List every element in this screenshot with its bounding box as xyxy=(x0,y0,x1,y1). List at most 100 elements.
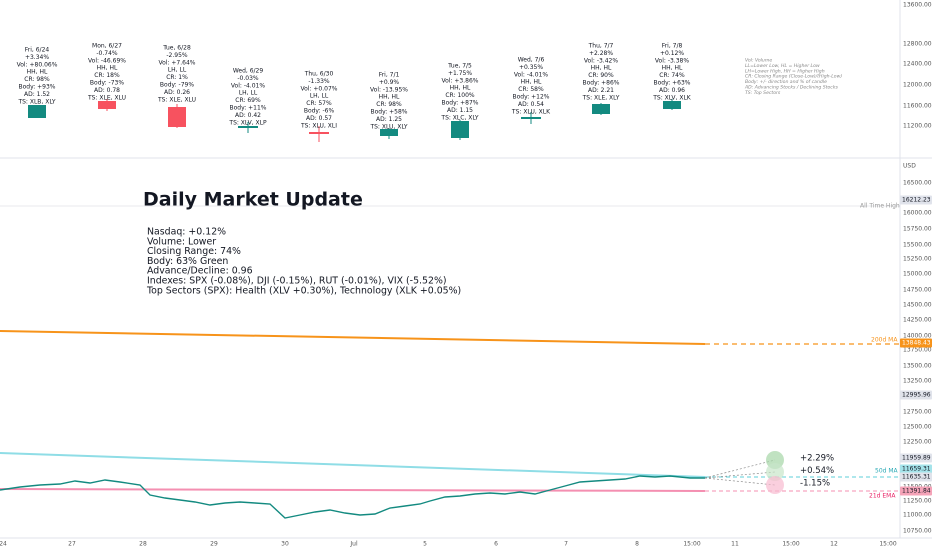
day-stat: Body: +93% xyxy=(18,84,55,91)
legend-line: AD: Advancing Stocks / Declining Stocks xyxy=(744,85,838,91)
price-tag-text: 11959.89 xyxy=(902,455,931,462)
price-tag xyxy=(900,472,932,482)
day-stat: TS: XLV, XLK xyxy=(652,94,692,101)
y-tick-label: 14000.00 xyxy=(903,333,932,340)
day-stat: Body: +87% xyxy=(441,100,478,107)
day-stat: TS: XLB, XLY xyxy=(17,98,55,105)
y-tick-label: 14500.00 xyxy=(903,302,932,309)
day-stat: AD: 0.78 xyxy=(94,87,120,94)
title: Daily Market Update xyxy=(143,189,363,211)
x-tick-label: 15:00 xyxy=(683,541,700,548)
day-stat: Vol: +80.06% xyxy=(17,61,58,68)
day-stat: +3.34% xyxy=(25,54,49,61)
x-tick-label: 15:00 xyxy=(782,541,799,548)
x-tick-label: 30 xyxy=(281,541,289,548)
day-stat: Vol: -3.42% xyxy=(584,57,618,64)
day-stat: AD: 1.52 xyxy=(24,91,50,98)
summary-line: Advance/Decline: 0.96 xyxy=(147,266,253,277)
y-tick-label: 12400.00 xyxy=(903,61,932,68)
summary-line: Body: 63% Green xyxy=(147,256,228,267)
summary-line: Indexes: SPX (-0.08%), DJI (-0.15%), RUT… xyxy=(147,276,447,287)
ema21-line xyxy=(0,488,706,492)
day-stat: AD: 1.25 xyxy=(376,116,402,123)
day-stat: AD: 0.57 xyxy=(306,115,332,122)
price-tag xyxy=(900,464,932,474)
day-stat: Vol: -46.69% xyxy=(88,57,126,64)
legend-line: CR: Closing Range (Close-Low)/(High-Low) xyxy=(745,74,842,80)
x-tick-label: 28 xyxy=(139,541,147,548)
legend-line: LL=Lower Low, HL = Higher Low xyxy=(745,63,820,69)
day-stat: Body: -79% xyxy=(160,82,194,89)
summary-line: Volume: Lower xyxy=(147,236,216,247)
day-stat: CR: 57% xyxy=(306,100,332,107)
x-tick-label: 6 xyxy=(494,541,498,548)
y-tick-label: 15000.00 xyxy=(903,271,932,278)
day-stat: +0.12% xyxy=(660,50,684,57)
day-stat: TS: XLU, XLI xyxy=(300,122,337,129)
price-tag xyxy=(900,338,932,348)
x-tick-label: 8 xyxy=(635,541,639,548)
line-label: 21d EMA xyxy=(869,493,896,500)
price-tag-text: 16212.23 xyxy=(902,197,931,204)
y-tick-label: 15750.00 xyxy=(903,226,932,233)
day-stat: Wed, 6/29 xyxy=(233,68,264,75)
y-tick-label: 15250.00 xyxy=(903,256,932,263)
day-stat: TS: XLC, XLY xyxy=(440,114,479,121)
day-stat: TS: XLE, XLU xyxy=(157,96,196,103)
day-stat: CR: 58% xyxy=(518,86,544,93)
day-stat: TS: XLU, XLY xyxy=(369,123,407,130)
price-tag-text: 11659.31 xyxy=(902,466,931,473)
x-tick-label: 5 xyxy=(423,541,427,548)
price-tag xyxy=(900,195,932,205)
price-tag xyxy=(900,453,932,463)
day-stat: Body: +63% xyxy=(653,80,690,87)
day-stat: AD: 2.21 xyxy=(588,87,614,94)
y-tick-label: 11600.00 xyxy=(903,103,932,110)
day-stat: Fri, 6/24 xyxy=(25,47,50,54)
day-stat: HH, HL xyxy=(379,94,400,101)
line-label: 50d MA xyxy=(875,468,899,475)
day-stat: Mon, 6/27 xyxy=(92,43,122,50)
day-stat: HH, HL xyxy=(591,65,612,72)
y-tick-label: 16500.00 xyxy=(903,180,932,187)
day-stat: Vol: +0.07% xyxy=(301,85,338,92)
day-stat: AD: 0.54 xyxy=(518,101,544,108)
day-stat: Tue, 6/28 xyxy=(162,45,191,52)
day-stat: -0.03% xyxy=(237,75,259,82)
ma50-line xyxy=(0,452,706,478)
day-stat: HH, HL xyxy=(27,69,48,76)
day-stat: -0.74% xyxy=(96,50,118,57)
line-label: All Time High xyxy=(860,203,900,210)
top-candles xyxy=(28,99,681,142)
day-stat: Body: -6% xyxy=(304,108,335,115)
day-stat: HH, HL xyxy=(662,65,683,72)
y-tick-label: 14250.00 xyxy=(903,317,932,324)
legend-line: Vol: Volume xyxy=(745,58,772,64)
day-stat: AD: 0.26 xyxy=(164,89,190,96)
y-tick-label: 11000.00 xyxy=(903,512,932,519)
day-stat: CR: 69% xyxy=(235,97,261,104)
day-stat: CR: 74% xyxy=(659,72,685,79)
day-stat: AD: 0.42 xyxy=(235,112,261,119)
day-stat: Fri, 7/8 xyxy=(662,43,683,50)
y-tick-label: 11200.00 xyxy=(903,123,932,130)
day-stat: -2.95% xyxy=(166,52,188,59)
y-tick-label: 12500.00 xyxy=(903,424,932,431)
y-tick-label: 12000.00 xyxy=(903,82,932,89)
summary-line: Nasdaq: +0.12% xyxy=(147,227,226,238)
day-stat: Body: +11% xyxy=(229,105,266,112)
y-tick-label: 13750.00 xyxy=(903,347,932,354)
day-stat: CR: 90% xyxy=(588,72,614,79)
day-stat: CR: 98% xyxy=(376,101,402,108)
price-tag xyxy=(900,390,932,400)
day-stat: CR: 98% xyxy=(24,76,50,83)
day-stat: LH, LL xyxy=(239,90,258,97)
y-tick-label: 13250.00 xyxy=(903,378,932,385)
day-stat: HH, HL xyxy=(450,85,471,92)
y-tick-label: 13600.00 xyxy=(903,2,932,9)
day-stat: Vol: +7.64% xyxy=(159,59,196,66)
price-tag-text: 11391.84 xyxy=(902,488,931,495)
day-stat: CR: 1% xyxy=(166,74,188,81)
y-tick-label: 15500.00 xyxy=(903,242,932,249)
